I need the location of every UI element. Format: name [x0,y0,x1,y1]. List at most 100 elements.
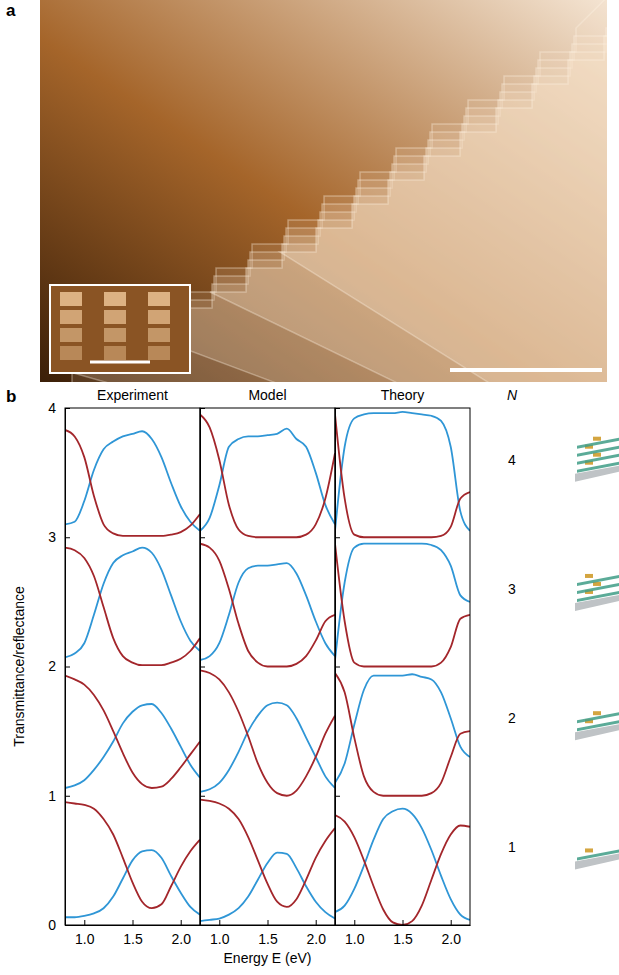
data-line [335,673,470,796]
data-line [335,544,470,660]
y-tick [200,408,205,409]
n-label: 3 [508,581,516,597]
x-tick-mark [403,920,404,925]
panel-label: b [6,387,16,406]
x-tick-label: 1.0 [345,931,365,947]
data-line [335,412,470,531]
gold-bar [593,711,601,715]
x-tick: 1.0 [345,920,365,947]
y-tick [335,796,340,797]
x-tick-mark [133,920,134,925]
y-tick [335,537,340,538]
y-tick-mark [335,408,340,409]
inset-scale-bar [90,361,150,364]
x-tick-mark [451,920,452,925]
y-axis: 0 1 2 3 4 [48,400,70,933]
y-axis [200,409,205,926]
inset-block [60,328,82,342]
inset-block [104,328,126,342]
chart-panel: 1.0 1.5 2.0 [200,408,336,947]
data-line [200,703,335,792]
x-tick-label: 1.0 [75,931,95,947]
plot-frame [335,408,470,925]
x-tick: 1.5 [258,920,278,947]
y-tick [200,796,205,797]
panel-title: Model [248,387,286,403]
x-axis-line [336,925,471,926]
x-axis: 1.0 1.5 2.0 [336,920,471,947]
grating-layer [577,712,619,723]
plot-frame [200,408,335,925]
step-layer [280,0,607,382]
x-axis-title: Energy E (eV) [224,950,312,966]
plot-area [65,430,200,917]
inset-frame [50,285,190,373]
grating-layer [577,438,619,449]
data-line [335,809,470,920]
chart-panel: 1.01.52.001234 [48,400,200,947]
y-tick [335,667,340,668]
x-tick-label: 2.0 [306,931,326,947]
inset-block [60,346,82,360]
x-tick-mark [84,920,85,925]
inset-block [148,328,170,342]
y-tick [335,925,340,926]
data-line [65,430,200,536]
plot-frame [65,408,200,925]
device-sketch [575,848,619,869]
x-tick-label: 1.5 [393,931,413,947]
data-line [335,544,470,667]
data-line [65,704,200,788]
inset-block [148,292,170,306]
staircase-structure [40,0,607,382]
x-tick-label: 1.5 [258,931,278,947]
x-tick-mark [268,920,269,925]
data-line [200,414,335,537]
device-sketch [575,574,619,611]
x-tick: 1.5 [123,920,143,947]
x-tick: 1.0 [210,920,230,947]
y-tick-label: 0 [48,917,56,933]
x-tick-mark [219,920,220,925]
x-tick-mark [181,920,182,925]
grating-layer [577,849,619,860]
y-tick-label: 2 [48,658,56,674]
y-tick [200,667,205,668]
x-tick: 1.0 [75,920,95,947]
grating-layer [577,575,619,586]
x-axis: 1.01.52.0 [66,920,201,947]
y-tick [335,408,340,409]
y-tick-mark [200,925,205,926]
x-tick: 2.0 [441,920,461,947]
x-axis-line [201,925,336,926]
plot-area [335,412,470,925]
data-line [335,674,470,783]
data-line [65,431,200,531]
y-tick-mark [200,667,205,668]
data-line [200,563,335,660]
y-tick-mark [65,408,70,409]
inset-block [104,346,126,360]
y-tick-mark [200,537,205,538]
inset [50,285,190,373]
y-tick-label: 3 [48,529,56,545]
y-tick-mark [65,925,70,926]
y-tick: 0 [48,917,70,933]
n-axis-title: N [507,387,518,403]
data-line [65,676,200,788]
y-tick [200,925,205,926]
data-line [335,815,470,925]
y-tick: 4 [48,400,70,416]
n-label: 4 [508,452,516,468]
x-tick: 1.5 [393,920,413,947]
x-tick-mark [316,920,317,925]
device-sketch [575,711,619,740]
panel-title: Experiment [97,387,168,403]
y-tick-label: 4 [48,400,56,416]
y-tick-label: 1 [48,788,56,804]
y-tick-mark [200,408,205,409]
y-tick-mark [65,537,70,538]
y-tick: 3 [48,529,70,545]
plot-area [200,414,335,921]
gold-bar [593,437,601,441]
